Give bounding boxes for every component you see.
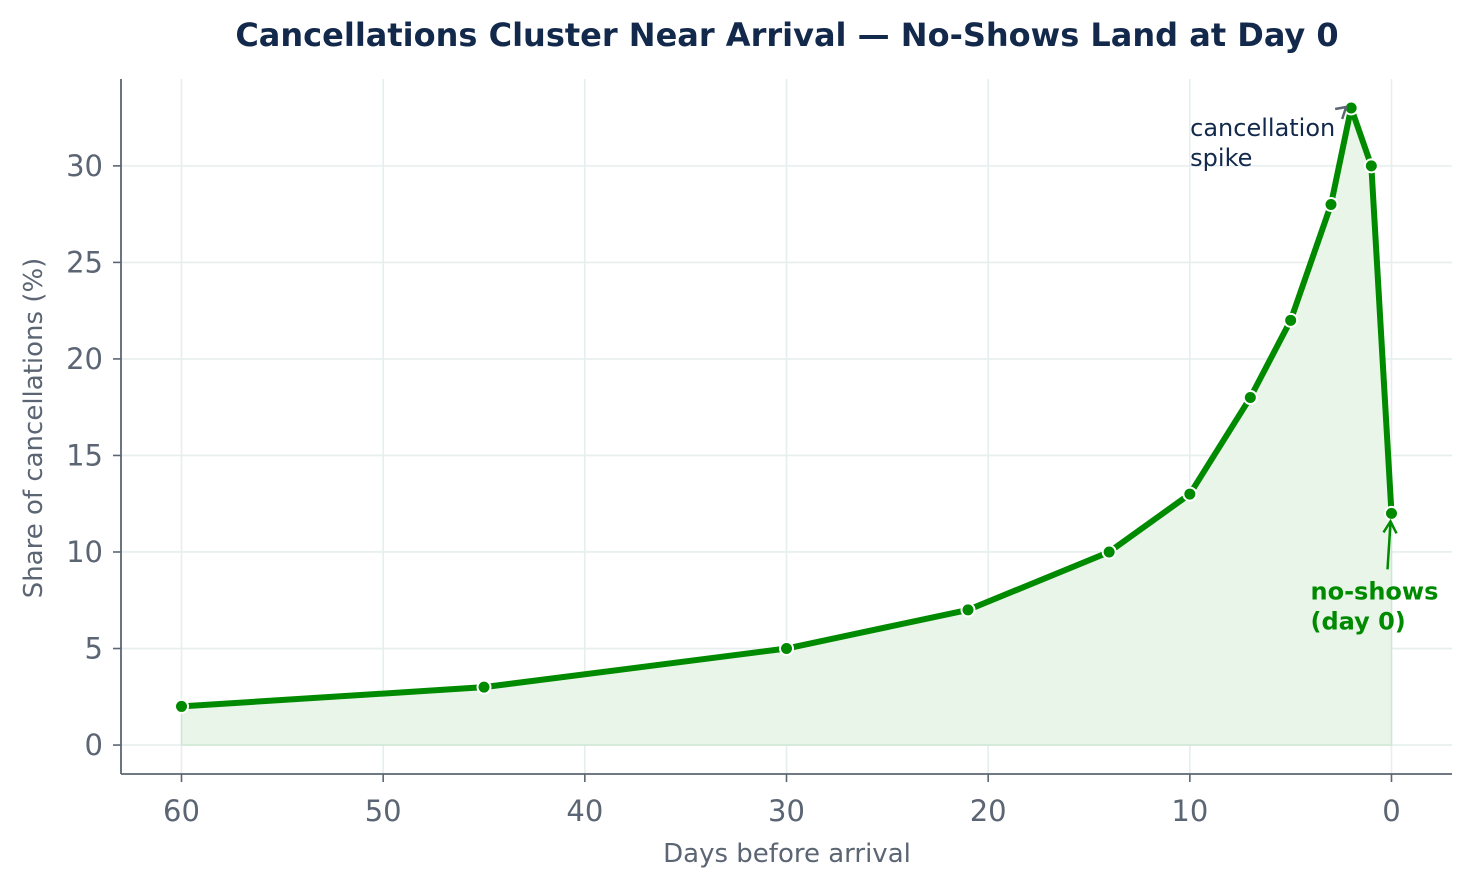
x-tick-label: 50: [365, 794, 402, 828]
tick-labels: 60 50 40 30 20 10 0 0 5 10 15 20 25 30: [66, 149, 1401, 828]
y-tick-label: 15: [66, 438, 103, 472]
annotation-noshow-arrow-shaft: [1386, 522, 1392, 570]
annotation-spike: cancellation spike: [1190, 114, 1335, 172]
data-points: [174, 100, 1399, 714]
x-tick-label: 0: [1382, 794, 1400, 828]
data-point: [1101, 544, 1117, 560]
y-tick-label: 10: [66, 535, 103, 569]
data-point: [779, 641, 794, 657]
data-point: [1323, 196, 1339, 212]
data-point: [476, 679, 492, 695]
x-axis-label: Days before arrival: [663, 839, 911, 869]
data-point: [960, 602, 976, 618]
data-point: [1283, 312, 1299, 328]
annotation-noshow: no-shows (day 0): [1311, 577, 1439, 635]
y-tick-label: 5: [85, 632, 103, 666]
annotations: cancellation spike no-shows (day 0): [1190, 105, 1439, 635]
series-line: [178, 104, 1395, 710]
x-tick-label: 40: [566, 794, 603, 828]
annotation-spike-arrow: [1334, 105, 1349, 120]
y-tick-label: 25: [66, 245, 103, 279]
data-point: [1242, 390, 1258, 406]
x-tick-label: 10: [1171, 794, 1208, 828]
data-point: [1384, 505, 1399, 521]
chart-title: Cancellations Cluster Near Arrival — No-…: [235, 16, 1338, 54]
y-tick-label: 0: [85, 728, 103, 762]
data-point: [1363, 158, 1379, 174]
y-axis-label: Share of cancellations (%): [19, 258, 49, 599]
data-point: [174, 698, 189, 714]
x-tick-label: 60: [163, 794, 200, 828]
x-tick-label: 30: [768, 794, 805, 828]
x-tick-label: 20: [970, 794, 1007, 828]
annotation-noshow-arrow-head: [1382, 518, 1398, 534]
data-point: [1182, 486, 1198, 502]
y-tick-label: 20: [66, 342, 103, 376]
y-tick-label: 30: [66, 149, 103, 183]
